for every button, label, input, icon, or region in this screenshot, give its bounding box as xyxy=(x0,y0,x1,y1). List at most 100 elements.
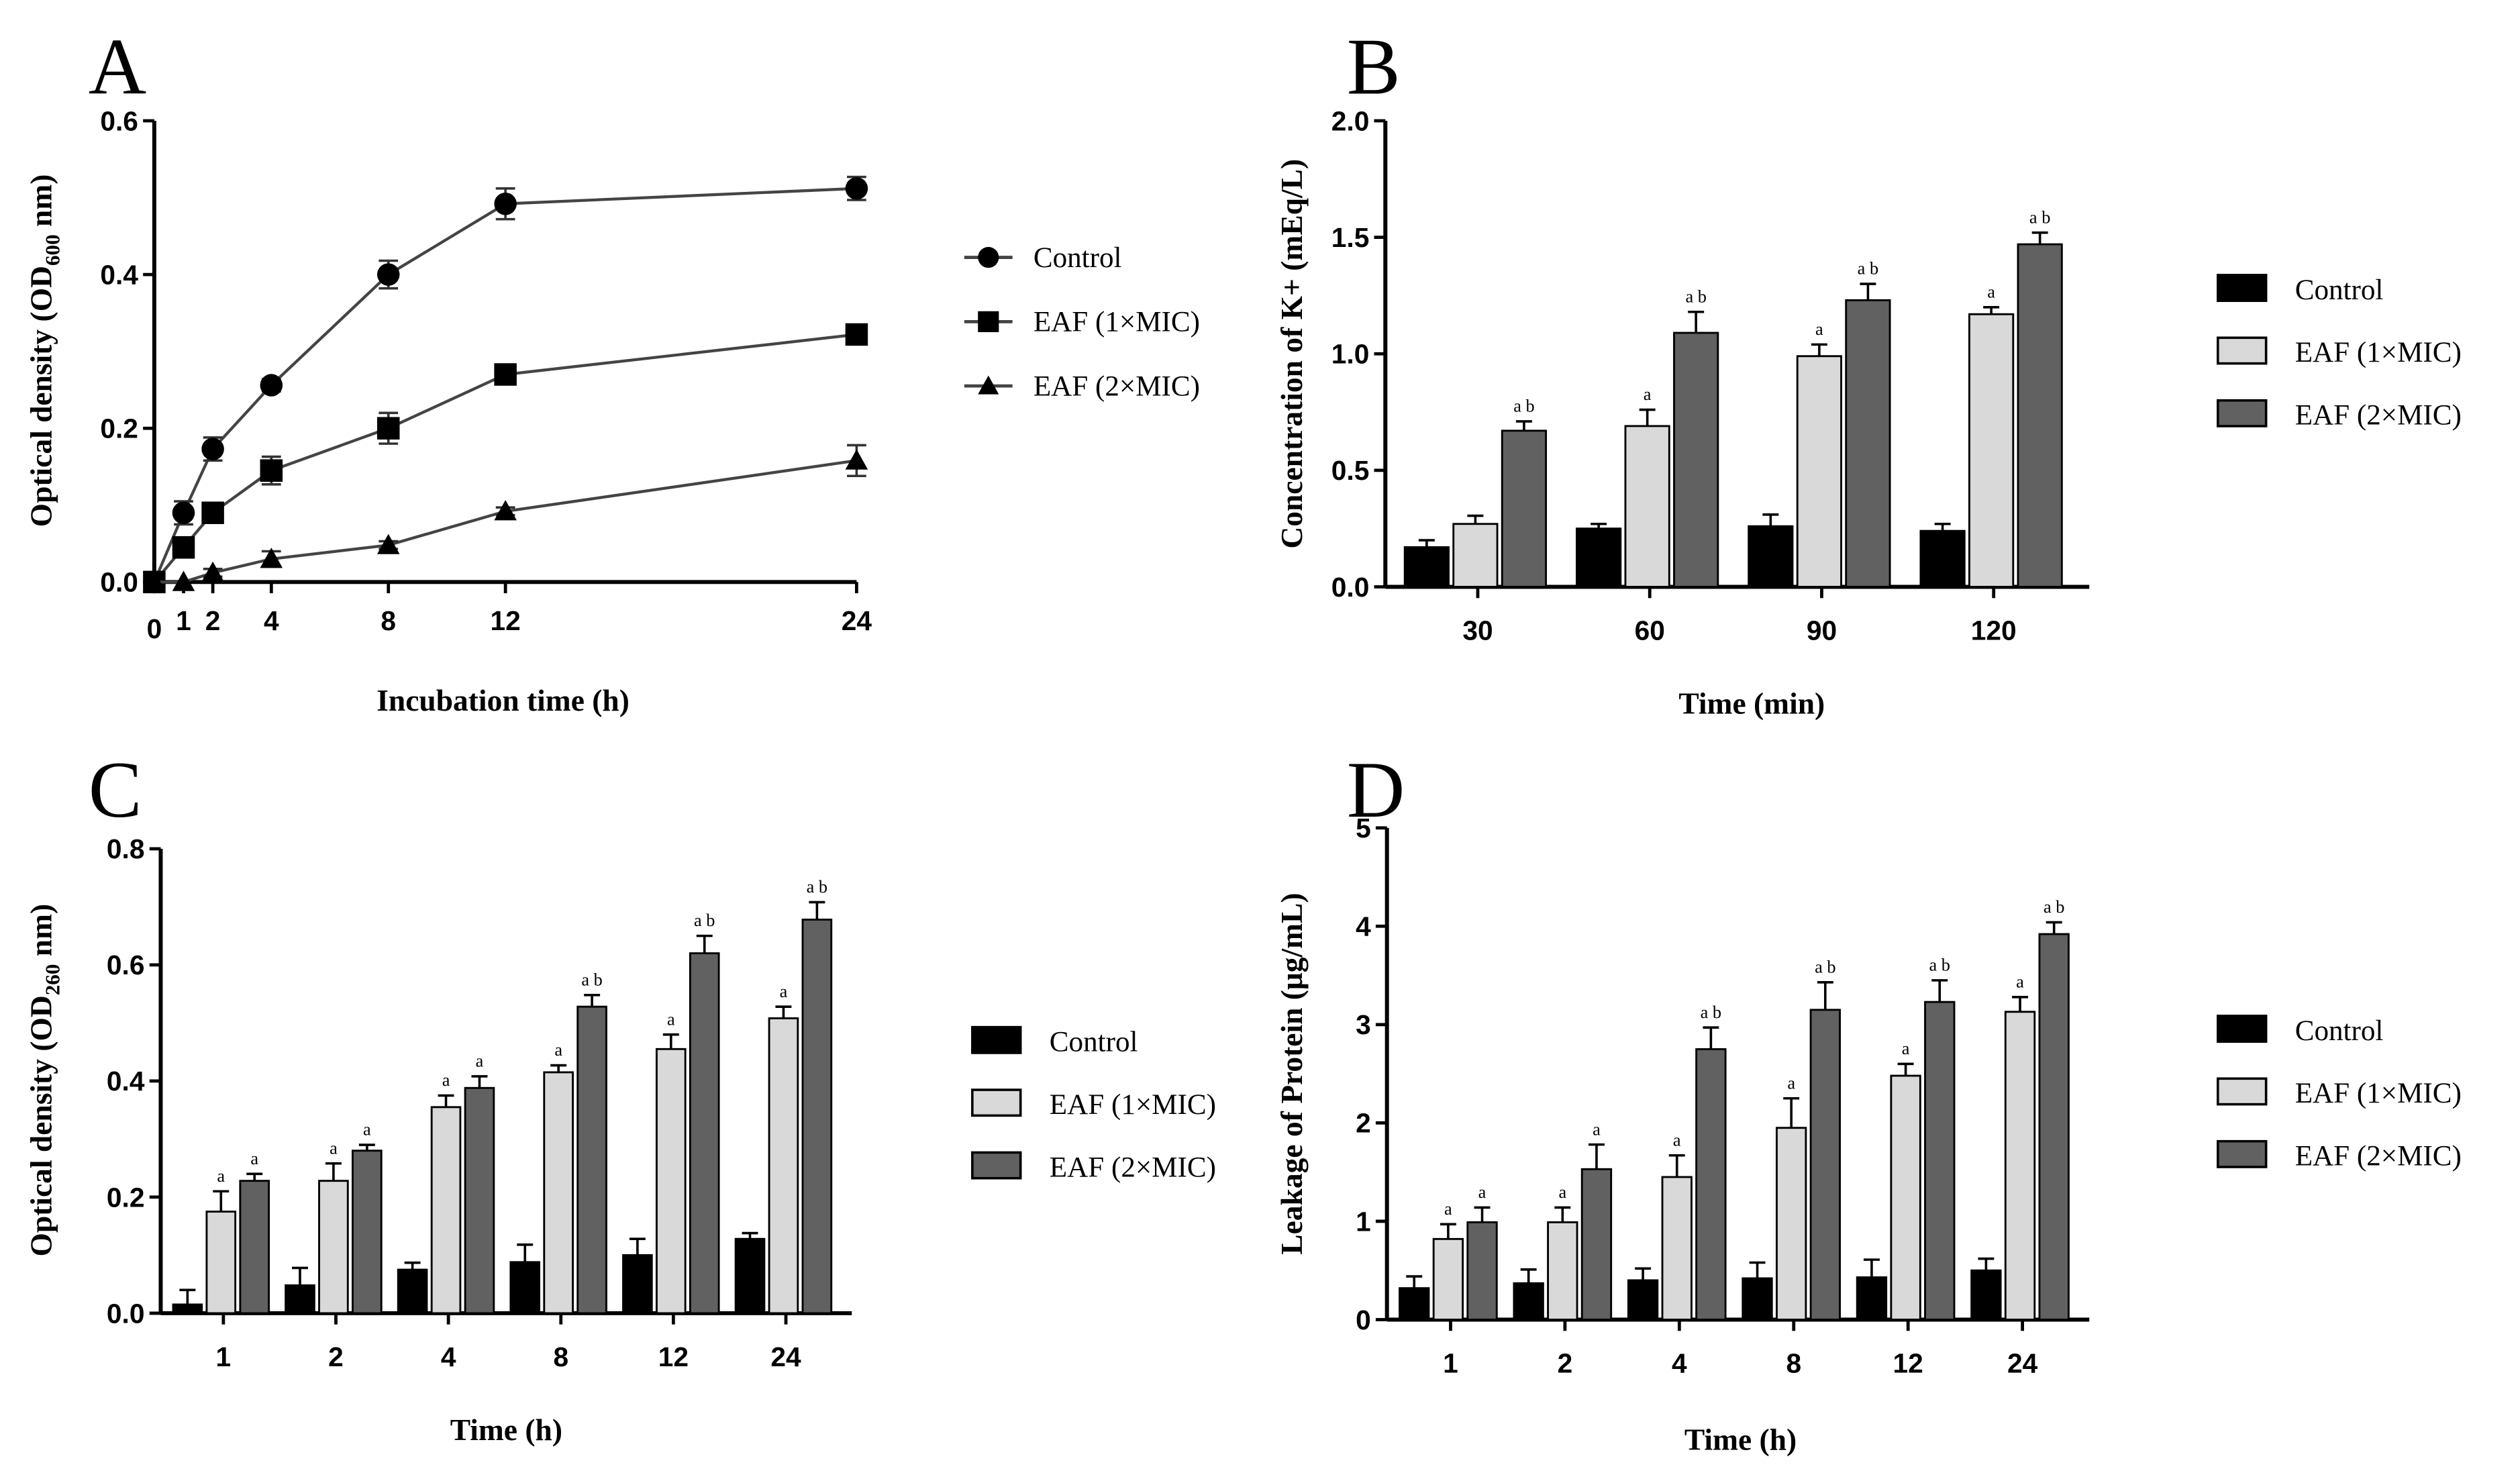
bar-eaf-2-mic- xyxy=(689,952,720,1315)
bar-eaf-2-mic- xyxy=(1695,1048,1727,1321)
legend-label: EAF (1×MIC) xyxy=(1050,1089,1216,1121)
panel-b: B 0.0 0.5 1.0 1.5 2.0 Time (min) Concentration … xyxy=(1274,21,2462,720)
y-tick-label: 2 xyxy=(1356,1108,1371,1139)
legend-swatch xyxy=(2216,274,2268,303)
triangle-marker xyxy=(260,548,283,568)
bar-eaf-2-mic- xyxy=(352,1150,383,1315)
bar-eaf-2-mic- xyxy=(1924,1001,1956,1321)
triangle-marker xyxy=(494,500,517,521)
significance-label: a xyxy=(1644,385,1652,404)
significance-label: a xyxy=(1558,1182,1566,1202)
legend-label: EAF (2×MIC) xyxy=(1034,371,1200,403)
significance-label: a xyxy=(476,1052,484,1071)
legend-label: Control xyxy=(2295,274,2384,306)
significance-label: a xyxy=(217,1166,225,1186)
bar-eaf-2-mic- xyxy=(801,918,833,1315)
significance-label: a xyxy=(667,1009,675,1029)
y-tick-label: 0.4 xyxy=(107,1066,145,1096)
panel-letter: B xyxy=(1347,21,1401,111)
legend-label: Control xyxy=(1050,1027,1138,1058)
x-tick-label: 12 xyxy=(1893,1348,1923,1379)
y-tick-label: 0.5 xyxy=(1331,455,1370,486)
significance-label: a xyxy=(1478,1182,1486,1202)
square-marker xyxy=(172,536,195,559)
circle-marker xyxy=(978,247,999,268)
triangle-marker xyxy=(172,570,195,591)
x-tick-label: 1 xyxy=(176,605,191,636)
bar-control xyxy=(1399,1287,1430,1321)
circle-marker xyxy=(201,438,224,460)
panel-c: C 0.0 0.2 0.4 0.6 0.8 Time (h) Optical density … xyxy=(24,745,1216,1447)
x-tick-label: 12 xyxy=(491,605,521,636)
x-tick-label: 24 xyxy=(842,605,872,636)
bar-control xyxy=(1627,1279,1659,1321)
bar-eaf-1-mic- xyxy=(205,1211,237,1315)
significance-label: a xyxy=(780,982,788,1001)
x-axis-label: Incubation time (h) xyxy=(376,683,629,717)
triangle-marker xyxy=(845,449,868,470)
y-axis-label: Optical density (OD600 nm) xyxy=(24,174,64,527)
bar-eaf-1-mic- xyxy=(1796,355,1842,588)
triangle-marker xyxy=(143,570,166,591)
bar-control xyxy=(397,1268,428,1315)
y-tick-label: 0.2 xyxy=(100,413,138,444)
panel-letter: D xyxy=(1347,745,1405,834)
bar-eaf-2-mic- xyxy=(1501,429,1548,588)
x-tick-label: 2 xyxy=(205,605,221,636)
significance-label: a b xyxy=(1815,957,1835,976)
x-tick-label: 90 xyxy=(1807,615,1837,646)
y-tick-label: 0 xyxy=(1356,1305,1371,1335)
bar-eaf-1-mic- xyxy=(1452,523,1499,588)
x-tick-label: 24 xyxy=(2007,1348,2038,1379)
x-tick-label: 2 xyxy=(328,1341,344,1372)
y-axis-label: Concentration of K+ (mEq/L) xyxy=(1274,159,1309,549)
y-tick-label: 5 xyxy=(1356,813,1371,844)
bar-control xyxy=(1970,1269,2002,1321)
bar-eaf-2-mic- xyxy=(1466,1221,1498,1321)
bar-control xyxy=(622,1254,653,1315)
bar-eaf-1-mic- xyxy=(768,1017,799,1315)
y-tick-label: 3 xyxy=(1356,1009,1371,1040)
significance-label: a b xyxy=(694,911,715,930)
bar-eaf-1-mic- xyxy=(1776,1127,1807,1321)
bar-eaf-1-mic- xyxy=(430,1106,462,1315)
y-tick-label: 0.0 xyxy=(107,1298,145,1329)
legend-label: EAF (2×MIC) xyxy=(2295,1141,2462,1172)
circle-marker xyxy=(260,374,283,397)
panel-a: A 0.0 0.2 0.4 0.6 Incubation time (h) Optical … xyxy=(24,21,1200,717)
bar-eaf-2-mic- xyxy=(464,1086,495,1315)
bar-eaf-2-mic- xyxy=(576,1005,607,1315)
circle-marker xyxy=(845,177,868,200)
bar-eaf-1-mic- xyxy=(656,1048,687,1315)
y-tick-label: 1.5 xyxy=(1331,222,1370,253)
legend-label: EAF (1×MIC) xyxy=(2295,337,2462,368)
x-axis-label: Time (h) xyxy=(450,1413,562,1447)
x-tick-label: 4 xyxy=(1672,1348,1687,1379)
triangle-marker xyxy=(376,533,400,554)
significance-label: a xyxy=(1902,1039,1910,1058)
bar-control xyxy=(1919,529,1966,588)
square-marker xyxy=(494,363,517,386)
x-tick-label: 60 xyxy=(1635,615,1665,646)
legend-swatch xyxy=(2216,399,2268,427)
bar-eaf-2-mic- xyxy=(1580,1168,1613,1321)
y-tick-label: 0.6 xyxy=(107,950,145,980)
bar-control xyxy=(509,1261,541,1315)
legend-swatch xyxy=(971,1151,1022,1180)
bar-eaf-1-mic- xyxy=(1890,1074,1921,1321)
x-tick-label: 1 xyxy=(216,1341,232,1372)
y-tick-label: 0.0 xyxy=(100,567,138,598)
x-tick-label: 120 xyxy=(1971,615,2017,646)
square-marker xyxy=(376,417,400,440)
x-tick-label: 8 xyxy=(1786,1348,1801,1379)
x-axis-label: Time (h) xyxy=(1684,1422,1797,1456)
significance-label: a b xyxy=(1513,397,1534,416)
bar-eaf-1-mic- xyxy=(1432,1237,1464,1321)
significance-label: a xyxy=(1673,1130,1681,1150)
x-tick-label: 8 xyxy=(381,605,396,636)
bar-eaf-1-mic- xyxy=(1624,425,1670,588)
bar-eaf-1-mic- xyxy=(318,1180,349,1315)
y-tick-label: 0.6 xyxy=(100,105,138,136)
triangle-marker xyxy=(201,561,224,582)
series-0 xyxy=(143,175,868,594)
